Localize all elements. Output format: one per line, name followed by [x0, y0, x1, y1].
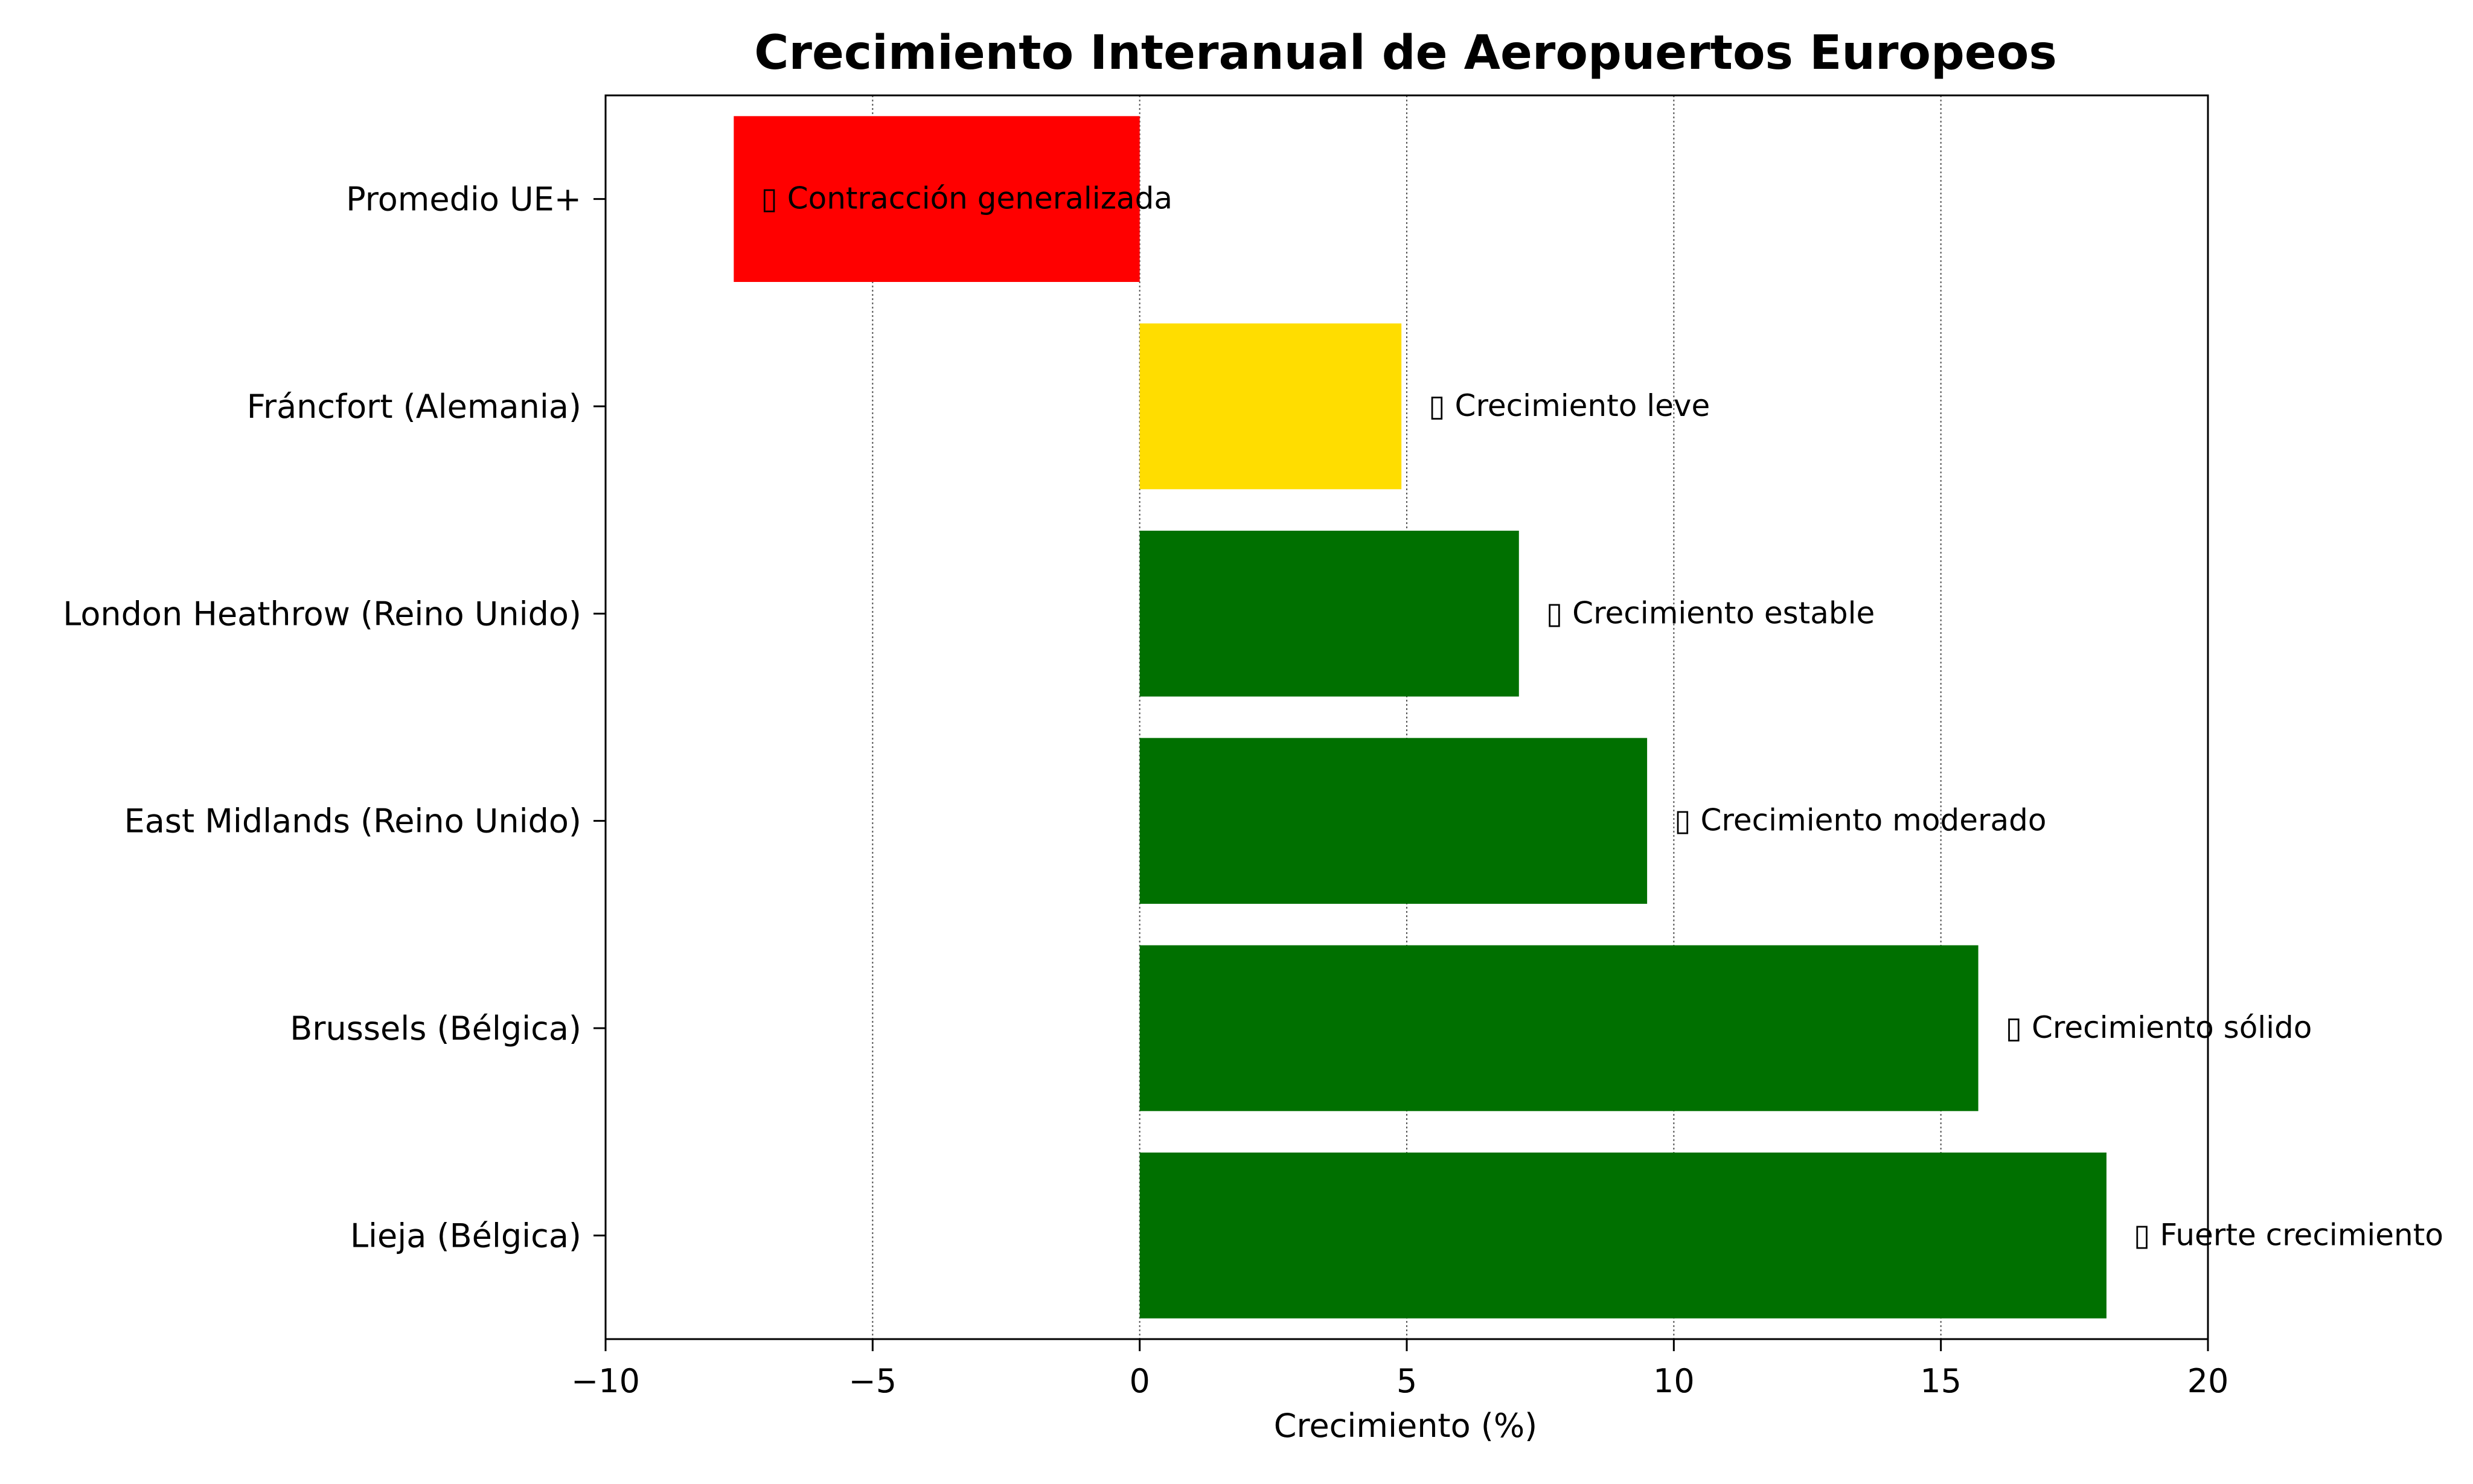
bar-annotations: ▯ Contracción generalizada ▯ Crecimiento … [761, 181, 2443, 1253]
bar [1139, 323, 1402, 490]
x-tick-label: 5 [1396, 1362, 1417, 1400]
x-tick-label: 15 [1920, 1362, 1962, 1400]
y-tick-label: London Heathrow (Reino Unido) [63, 595, 581, 633]
bar [1139, 531, 1519, 697]
bar-annotation: ▯ Crecimiento estable [1546, 595, 1875, 630]
x-axis-label: Crecimiento (%) [1274, 1407, 1538, 1445]
x-tick-label: 20 [2187, 1362, 2229, 1400]
y-axis: Promedio UE+ Fráncfort (Alemania) London H… [63, 181, 606, 1255]
bar [1139, 738, 1648, 904]
y-tick-label: Promedio UE+ [346, 181, 581, 219]
bars [734, 116, 2107, 1319]
y-tick-label: Lieja (Bélgica) [350, 1217, 581, 1255]
x-tick-label: −5 [849, 1362, 897, 1400]
chart-title: Crecimiento Interanual de Aeropuertos Eu… [754, 26, 2057, 80]
x-tick-label: 0 [1129, 1362, 1150, 1400]
y-tick-label: Brussels (Bélgica) [290, 1009, 581, 1047]
x-axis: −10 −5 0 5 10 15 20 [571, 1339, 2228, 1400]
x-tick-label: 10 [1653, 1362, 1695, 1400]
y-tick-label: Fráncfort (Alemania) [247, 388, 581, 426]
x-tick-label: −10 [571, 1362, 640, 1400]
bar-annotation: ▯ Crecimiento leve [1428, 388, 1710, 423]
bar [734, 116, 1140, 283]
bar-annotation: ▯ Crecimiento moderado [1674, 803, 2046, 838]
bar-annotation: ▯ Crecimiento sólido [2006, 1010, 2312, 1045]
bar-annotation: ▯ Fuerte crecimiento [2134, 1217, 2443, 1252]
bar [1139, 1153, 2107, 1319]
y-tick-label: East Midlands (Reino Unido) [124, 802, 581, 840]
grid-lines [872, 95, 1942, 1339]
bar [1139, 945, 1979, 1111]
bar-annotation: ▯ Contracción generalizada [761, 181, 1173, 216]
